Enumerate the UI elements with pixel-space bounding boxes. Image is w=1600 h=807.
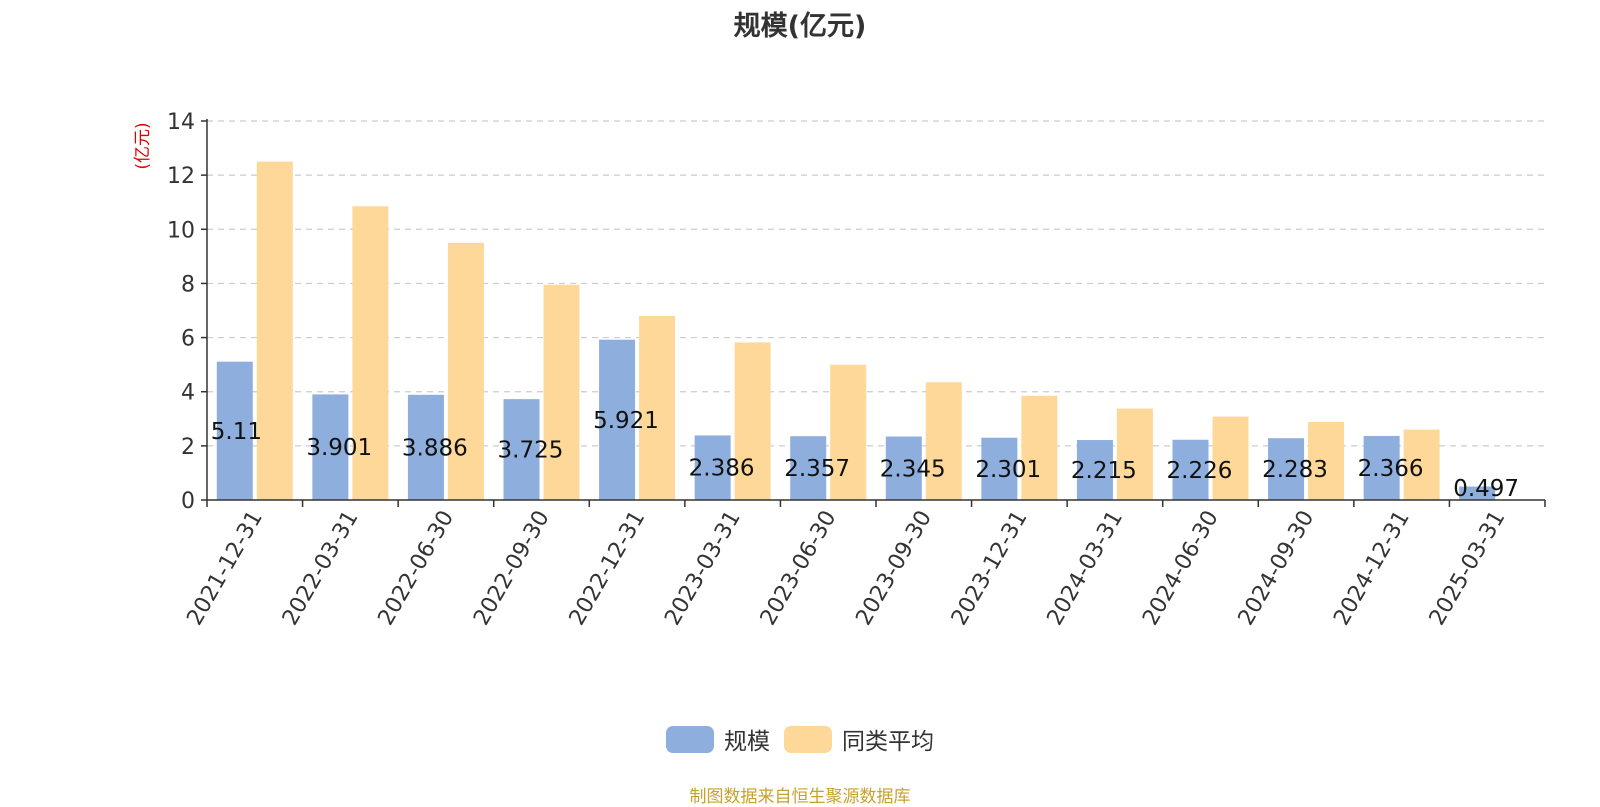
- x-tick-label: 2024-09-30: [1234, 507, 1320, 630]
- bar-category-average[interactable]: [447, 242, 484, 501]
- data-label: 3.725: [498, 438, 564, 464]
- x-tick-label: 2023-03-31: [660, 507, 746, 630]
- grid-lines: [207, 120, 1545, 447]
- x-tick-label: 2024-12-31: [1329, 507, 1415, 630]
- bar-category-average[interactable]: [1212, 416, 1249, 500]
- x-tick-label: 2023-09-30: [851, 506, 937, 629]
- x-tick-label: 2022-09-30: [469, 507, 555, 630]
- legend-swatch: [784, 725, 832, 753]
- data-labels: 5.11 3.901 3.886 3.725 5.921 2.386 2.357 2.345 2…: [211, 408, 1519, 502]
- bar-scale[interactable]: [1268, 438, 1305, 500]
- legend-swatch: [666, 725, 714, 753]
- x-tick-label: 2024-06-30: [1138, 507, 1224, 630]
- y-tick-label: 0: [181, 489, 195, 514]
- data-label: 2.357: [784, 456, 850, 482]
- data-label: 0.497: [1453, 476, 1519, 502]
- data-label: 5.11: [211, 419, 262, 445]
- legend-item-series-0[interactable]: 规模: [666, 722, 770, 756]
- bar-category-average[interactable]: [1403, 429, 1440, 500]
- bars: [216, 161, 1496, 501]
- bar-category-average[interactable]: [830, 364, 867, 500]
- data-label: 2.301: [975, 457, 1041, 483]
- x-tick-label: 2024-03-31: [1043, 507, 1129, 630]
- bar-scale[interactable]: [1076, 440, 1113, 500]
- bar-scale[interactable]: [885, 436, 922, 500]
- y-tick-label: 6: [181, 327, 195, 352]
- bar-scale[interactable]: [790, 436, 827, 500]
- chart-title: 规模(亿元): [733, 11, 867, 42]
- bar-category-average[interactable]: [734, 342, 771, 500]
- y-tick-label: 14: [167, 110, 195, 135]
- y-tick-label: 12: [167, 164, 195, 189]
- legend-item-series-1[interactable]: 同类平均: [784, 722, 934, 756]
- bar-scale[interactable]: [1172, 439, 1209, 500]
- bar-category-average[interactable]: [639, 315, 676, 500]
- y-tick-label: 8: [181, 272, 195, 297]
- bar-category-average[interactable]: [543, 284, 580, 500]
- bar-scale[interactable]: [503, 399, 540, 500]
- y-axis-label: (亿元): [133, 122, 153, 169]
- legend-label: 同类平均: [842, 729, 934, 755]
- bar-scale[interactable]: [1363, 435, 1400, 500]
- bar-scale[interactable]: [216, 361, 253, 500]
- bar-category-average[interactable]: [1021, 395, 1058, 500]
- x-tick-label: 2022-12-31: [565, 507, 651, 630]
- bar-scale[interactable]: [1459, 486, 1496, 500]
- legend-label: 规模: [724, 729, 770, 755]
- data-label: 3.901: [306, 435, 372, 461]
- bar-scale[interactable]: [694, 435, 731, 500]
- data-label: 2.215: [1071, 458, 1137, 484]
- x-tick-label: 2025-03-31: [1425, 507, 1511, 630]
- y-tick-label: 4: [181, 381, 195, 406]
- bar-scale[interactable]: [599, 339, 636, 500]
- source-note: 制图数据来自恒生聚源数据库: [689, 787, 911, 807]
- data-label: 2.366: [1358, 456, 1424, 482]
- data-label: 2.283: [1262, 457, 1328, 483]
- x-tick-label: 2021-12-31: [182, 507, 268, 630]
- bar-scale[interactable]: [981, 437, 1018, 500]
- legend: 规模 同类平均: [0, 722, 1600, 756]
- bar-category-average[interactable]: [352, 206, 389, 500]
- x-tick-label: 2022-06-30: [374, 507, 460, 630]
- x-tick-label: 2023-06-30: [756, 507, 842, 630]
- bar-category-average[interactable]: [256, 161, 293, 500]
- data-label: 5.921: [593, 408, 659, 434]
- data-label: 2.226: [1167, 458, 1233, 484]
- bar-category-average[interactable]: [1116, 408, 1153, 500]
- x-tick-label: 2022-03-31: [278, 507, 364, 630]
- bar-category-average[interactable]: [1308, 422, 1345, 500]
- bar-category-average[interactable]: [925, 382, 962, 500]
- data-label: 2.386: [689, 456, 755, 482]
- bar-scale[interactable]: [407, 394, 444, 500]
- y-tick-label: 10: [167, 218, 195, 243]
- data-label: 3.886: [402, 435, 468, 461]
- bar-scale[interactable]: [312, 394, 349, 500]
- data-label: 2.345: [880, 456, 946, 482]
- y-tick-label: 2: [181, 435, 195, 460]
- x-tick-label: 2023-12-31: [947, 507, 1033, 630]
